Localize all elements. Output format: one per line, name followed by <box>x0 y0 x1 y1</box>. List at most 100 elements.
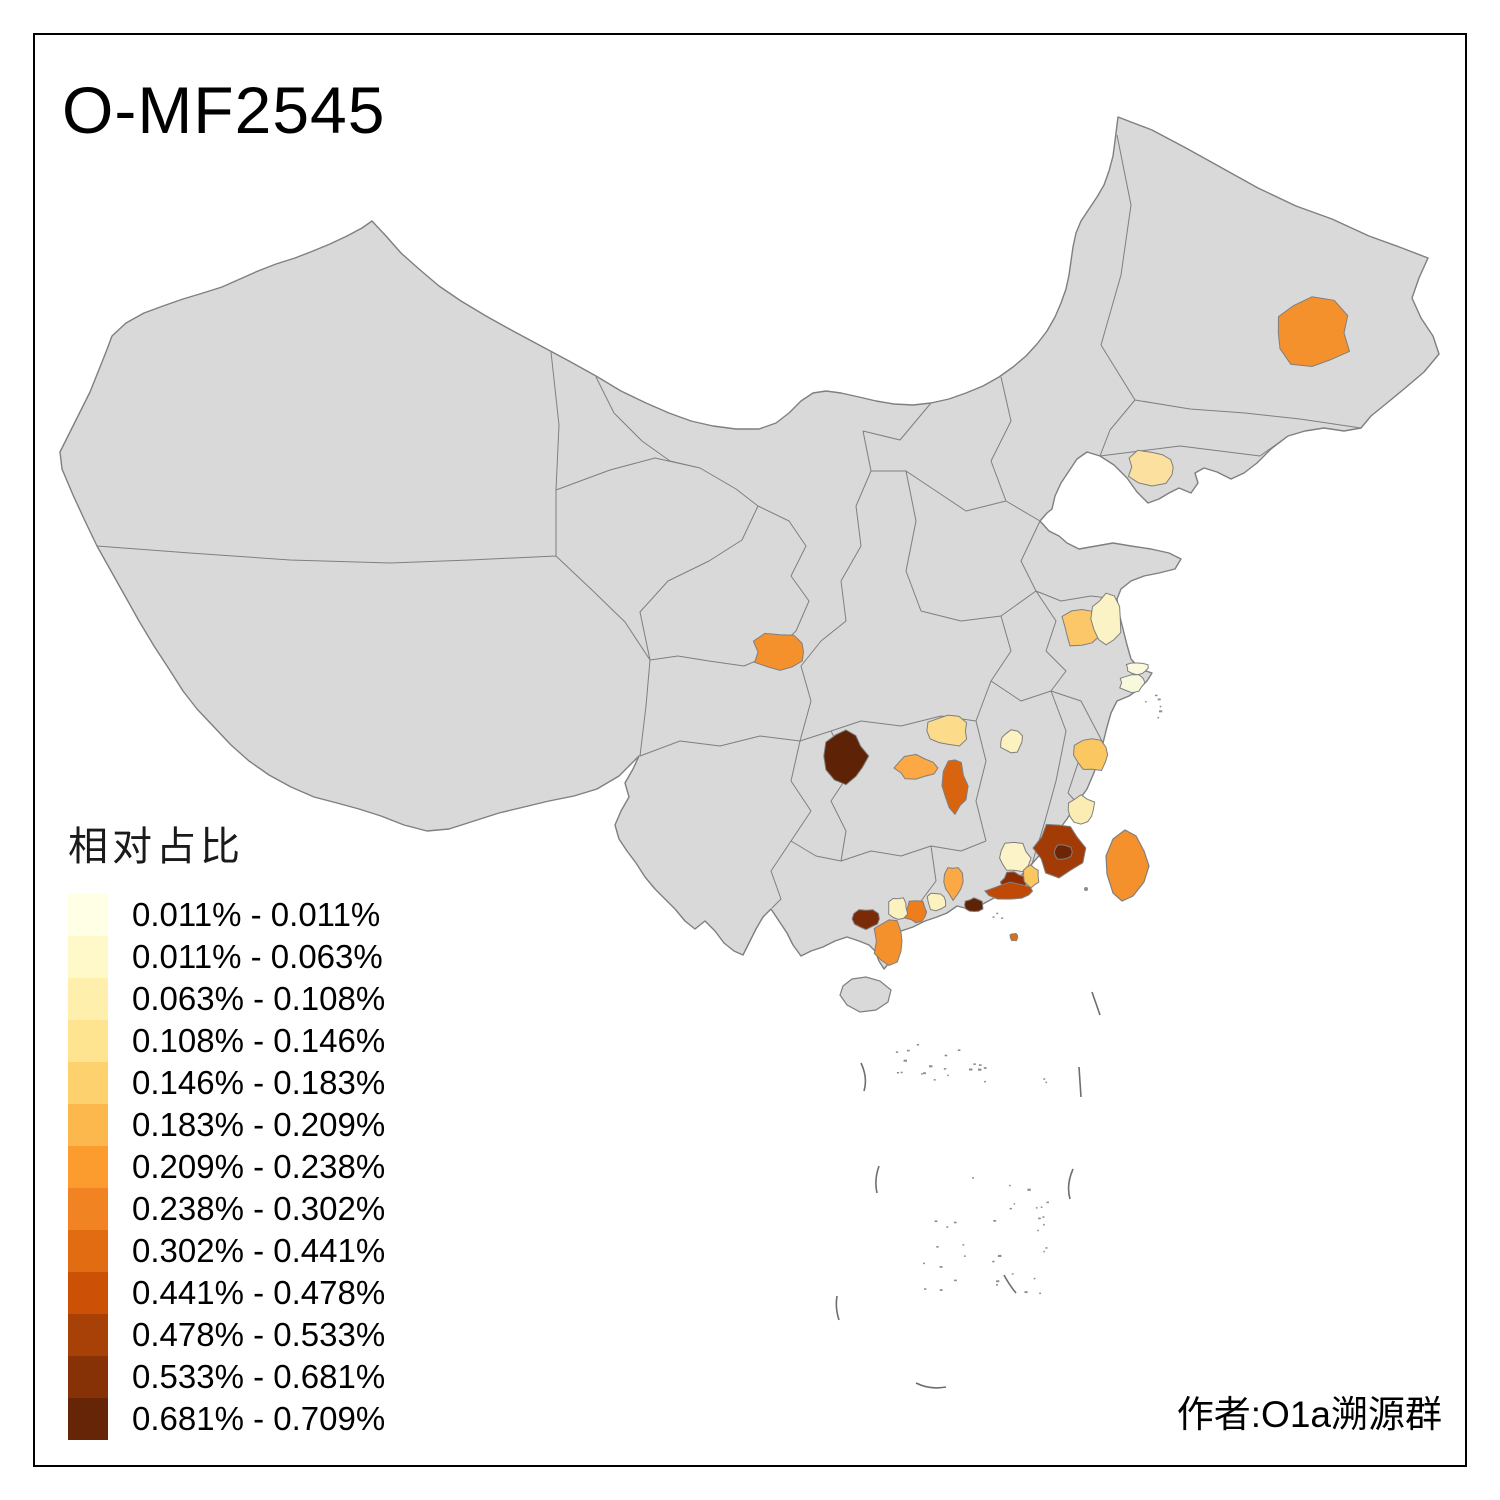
sea-islet <box>1043 1223 1045 1226</box>
sea-islet <box>1157 698 1161 701</box>
legend-title: 相对占比 <box>68 825 244 869</box>
sea-islet <box>1159 705 1162 708</box>
sea-islet <box>963 1255 966 1257</box>
legend-item: 0.063% - 0.108% <box>68 978 385 1020</box>
sea-islet <box>1043 1250 1045 1253</box>
legend-label: 0.478% - 0.533% <box>132 1316 386 1353</box>
legend-item: 0.441% - 0.478% <box>68 1272 385 1314</box>
map-region-hunan-east <box>941 759 969 816</box>
map-region-guangdong-northeast-light <box>999 841 1032 873</box>
legend-label: 0.238% - 0.302% <box>132 1190 386 1227</box>
province-borders <box>96 134 1362 909</box>
sea-islet <box>984 1080 986 1083</box>
sea-islet <box>996 1284 998 1286</box>
sea-islet <box>962 1244 965 1246</box>
sea-islet <box>916 1044 919 1046</box>
legend-item: 0.183% - 0.209% <box>68 1104 385 1146</box>
sea-islet <box>969 1068 973 1071</box>
sea-islet <box>954 1279 957 1282</box>
sea-islet <box>972 1177 974 1179</box>
map-region-foshan-area-light <box>926 892 947 912</box>
sea-islet <box>992 1260 995 1263</box>
legend-item: 0.533% - 0.681% <box>68 1356 385 1398</box>
legend: 相对占比 0.011% - 0.011% 0.011% - 0.063% 0.063… <box>68 814 385 1440</box>
sea-islet <box>921 1073 923 1075</box>
sea-islet <box>1045 1081 1048 1084</box>
map-region-yangtze-estuary-south <box>1119 674 1146 694</box>
hainan-island <box>839 976 892 1013</box>
legend-item: 0.302% - 0.441% <box>68 1230 385 1272</box>
sea-islet <box>998 1254 1002 1257</box>
legend-item: 0.108% - 0.146% <box>68 1020 385 1062</box>
map-region-guangxi-coast-dark <box>851 909 880 931</box>
sea-islet <box>957 1049 961 1051</box>
sea-islet <box>979 1064 982 1066</box>
sea-boundary-dashes <box>835 991 1101 1389</box>
legend-item: 0.238% - 0.302% <box>68 1188 385 1230</box>
taiwan-island <box>1105 829 1150 902</box>
sea-islet <box>1033 1277 1036 1280</box>
sea-islet <box>924 1288 927 1290</box>
legend-label: 0.302% - 0.441% <box>132 1232 386 1269</box>
sea-islet <box>934 1220 938 1223</box>
sea-islet <box>1159 710 1163 713</box>
legend-label: 0.441% - 0.478% <box>132 1274 386 1311</box>
map-region-hunan-center <box>893 753 939 780</box>
sea-islet <box>936 1246 939 1248</box>
sea-islet <box>983 1067 987 1069</box>
map-region-chaoshan-light-orange <box>1023 864 1040 889</box>
sea-islet <box>1039 1292 1041 1295</box>
plot-frame <box>33 33 1467 1467</box>
sea-islet <box>1038 1217 1041 1220</box>
legend-label: 0.533% - 0.681% <box>132 1358 386 1395</box>
map-region-leizhou-peninsula <box>873 919 903 966</box>
sea-islet <box>1024 1291 1028 1294</box>
sea-islet <box>978 1068 982 1071</box>
legend-swatch <box>68 1356 108 1398</box>
legend-swatch <box>68 1020 108 1062</box>
sea-islet <box>993 1220 997 1222</box>
sea-islet <box>895 1051 899 1053</box>
sea-islet <box>933 1079 936 1081</box>
legend-label: 0.146% - 0.183% <box>132 1064 386 1101</box>
sea-islet <box>953 1221 957 1224</box>
sea-islet <box>944 1054 948 1057</box>
sea-islet <box>939 1266 943 1268</box>
map-region-guangzhou-area <box>943 867 964 902</box>
legend-swatch <box>68 894 108 936</box>
sea-islet <box>996 1280 1000 1283</box>
legend-item: 0.146% - 0.183% <box>68 1062 385 1104</box>
map-region-fujian-coast <box>1067 794 1096 825</box>
sea-islet <box>923 1072 926 1075</box>
legend-item: 0.681% - 0.709% <box>68 1398 385 1440</box>
map-region-fujian-northeast <box>1072 738 1109 772</box>
map-region-sichuan-east <box>752 632 805 671</box>
map-region-liaodong-peninsula <box>1127 449 1174 487</box>
legend-label: 0.011% - 0.011% <box>132 896 381 933</box>
sea-islet <box>923 1262 925 1265</box>
legend-swatch <box>68 1398 108 1440</box>
sea-islets <box>895 694 1163 1295</box>
map-region-guangdong-coast-band <box>984 881 1034 900</box>
sea-islet <box>896 1072 899 1074</box>
sea-islet <box>1046 1201 1049 1204</box>
sea-islet <box>1040 1206 1043 1208</box>
sea-islet <box>1145 701 1147 703</box>
map-region-coastal-islet <box>1009 932 1019 942</box>
sea-islet <box>1035 1207 1038 1209</box>
sea-islet <box>996 912 999 915</box>
sea-islet <box>907 1049 910 1052</box>
legend-swatch <box>68 1314 108 1356</box>
sea-islet <box>1009 1184 1011 1187</box>
sea-islet <box>939 1289 943 1291</box>
legend-swatch <box>68 1146 108 1188</box>
map-region-jiangxi-northwest <box>1000 729 1024 754</box>
map-region-hunan-west-dark <box>823 729 870 786</box>
sea-islet <box>903 1059 907 1062</box>
sea-islet <box>1045 1247 1048 1249</box>
legend-label: 0.063% - 0.108% <box>132 980 386 1017</box>
penghu-islet <box>1084 887 1088 891</box>
sea-islet <box>929 1065 933 1068</box>
choropleth-regions <box>752 296 1351 966</box>
